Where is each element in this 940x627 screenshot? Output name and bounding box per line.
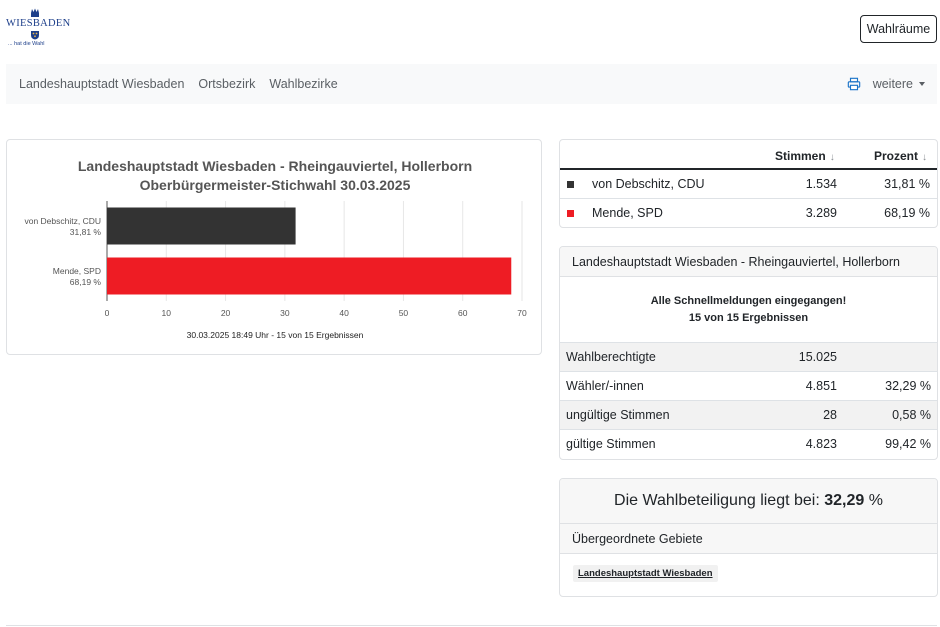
- results-bar-chart: Landeshauptstadt Wiesbaden - Rheingauvie…: [24, 158, 527, 340]
- wiesbaden-logo[interactable]: WIESBADEN ... hat die Wahl: [6, 8, 70, 50]
- logo-tagline: ... hat die Wahl: [8, 41, 45, 47]
- x-tick-label: 50: [399, 308, 409, 318]
- x-tick-label: 20: [221, 308, 231, 318]
- stimmen-value: 3.289: [805, 206, 837, 220]
- col-stimmen-label: Stimmen: [775, 149, 826, 163]
- chart-footnote: 30.03.2025 18:49 Uhr - 15 von 15 Ergebni…: [187, 330, 364, 340]
- results-table: Stimmen ↓ Prozent ↓ von Debschitz, CDU 1.5…: [559, 139, 938, 228]
- category-label: von Debschitz, CDU: [24, 216, 101, 226]
- category-value-label: 31,81 %: [70, 227, 102, 237]
- candidate-name: von Debschitz, CDU: [592, 177, 705, 191]
- turnout-card: Die Wahlbeteiligung liegt bei: 32,29 % Ü…: [559, 478, 938, 597]
- x-tick-label: 10: [162, 308, 172, 318]
- parent-area-link[interactable]: Landeshauptstadt Wiesbaden: [573, 565, 718, 582]
- chart-title: Landeshauptstadt Wiesbaden - Rheingauvie…: [78, 158, 472, 174]
- stat-value: 28: [823, 408, 837, 422]
- stat-percent: 32,29 %: [885, 379, 931, 393]
- x-tick-label: 0: [105, 308, 110, 318]
- x-tick-label: 30: [280, 308, 290, 318]
- stat-row: ungültige Stimmen 28 0,58 %: [560, 400, 937, 429]
- stat-value: 15.025: [798, 350, 837, 364]
- col-header-stimmen[interactable]: Stimmen ↓: [775, 149, 835, 163]
- category-value-label: 68,19 %: [70, 277, 102, 287]
- turnout-suffix: %: [868, 492, 883, 509]
- status-count: 15 von 15 Ergebnissen: [688, 312, 809, 324]
- x-tick-label: 60: [458, 308, 468, 318]
- stat-row: Wähler/-innen 4.851 32,29 %: [560, 371, 937, 400]
- chart-subtitle: Oberbürgermeister-Stichwahl 30.03.2025: [140, 177, 411, 193]
- stat-row: Wahlberechtigte 15.025: [560, 342, 937, 371]
- caret-down-icon: [919, 82, 925, 86]
- nav-link-landeshauptstadt[interactable]: Landeshauptstadt Wiesbaden: [19, 77, 185, 91]
- stat-value: 4.823: [805, 437, 837, 451]
- turnout-summary: Die Wahlbeteiligung liegt bei: 32,29 %: [560, 479, 937, 524]
- parent-areas-header: Übergeordnete Gebiete: [560, 524, 937, 554]
- bar-1[interactable]: [107, 257, 512, 295]
- status-message: Alle Schnellmeldungen eingegangen!: [650, 295, 847, 307]
- more-label: weitere: [872, 77, 913, 91]
- category-label: Mende, SPD: [53, 266, 101, 276]
- more-dropdown[interactable]: weitere: [873, 77, 925, 91]
- nav-link-ortsbezirk[interactable]: Ortsbezirk: [198, 77, 256, 91]
- stat-label: gültige Stimmen: [566, 437, 656, 451]
- turnout-value: 32,29: [824, 492, 865, 509]
- area-info-card: Landeshauptstadt Wiesbaden - Rheingauvie…: [559, 246, 938, 460]
- col-prozent-label: Prozent: [874, 149, 919, 163]
- stat-value: 4.851: [805, 379, 837, 393]
- stat-percent: 99,42 %: [885, 437, 931, 451]
- bar-0[interactable]: [107, 207, 296, 245]
- printer-icon[interactable]: [847, 77, 861, 91]
- turnout-prefix: Die Wahlbeteiligung liegt bei:: [614, 492, 820, 509]
- nav-link-wahlbezirke[interactable]: Wahlbezirke: [269, 77, 338, 91]
- navbar: Landeshauptstadt Wiesbaden Ortsbezirk Wa…: [6, 64, 937, 104]
- shield-icon: [31, 31, 39, 40]
- prozent-value: 68,19 %: [884, 206, 930, 220]
- stat-label: Wahlberechtigte: [566, 350, 656, 364]
- col-header-prozent[interactable]: Prozent ↓: [874, 149, 927, 163]
- area-title: Landeshauptstadt Wiesbaden - Rheingauvie…: [560, 247, 937, 277]
- x-tick-label: 40: [339, 308, 349, 318]
- wahlraeume-button[interactable]: Wahlräume: [860, 15, 937, 43]
- crown-icon: [31, 8, 39, 17]
- stat-label: Wähler/-innen: [566, 379, 644, 393]
- sort-arrow-icon: ↓: [829, 152, 835, 163]
- table-row[interactable]: Mende, SPD 3.289 68,19 %: [560, 199, 937, 227]
- results-table-header: Stimmen ↓ Prozent ↓: [560, 140, 937, 170]
- table-row[interactable]: von Debschitz, CDU 1.534 31,81 %: [560, 170, 937, 199]
- logo-wordmark: WIESBADEN: [6, 18, 71, 29]
- footer-divider: [6, 625, 937, 626]
- prozent-value: 31,81 %: [884, 177, 930, 191]
- party-color-swatch: [567, 181, 574, 188]
- party-color-swatch: [567, 210, 574, 217]
- stimmen-value: 1.534: [805, 177, 837, 191]
- x-tick-label: 70: [517, 308, 527, 318]
- sort-arrow-icon: ↓: [922, 152, 928, 163]
- stat-label: ungültige Stimmen: [566, 408, 670, 422]
- stat-percent: 0,58 %: [892, 408, 931, 422]
- candidate-name: Mende, SPD: [592, 206, 663, 220]
- chart-card: Landeshauptstadt Wiesbaden - Rheingauvie…: [6, 139, 542, 355]
- stat-row: gültige Stimmen 4.823 99,42 %: [560, 429, 937, 458]
